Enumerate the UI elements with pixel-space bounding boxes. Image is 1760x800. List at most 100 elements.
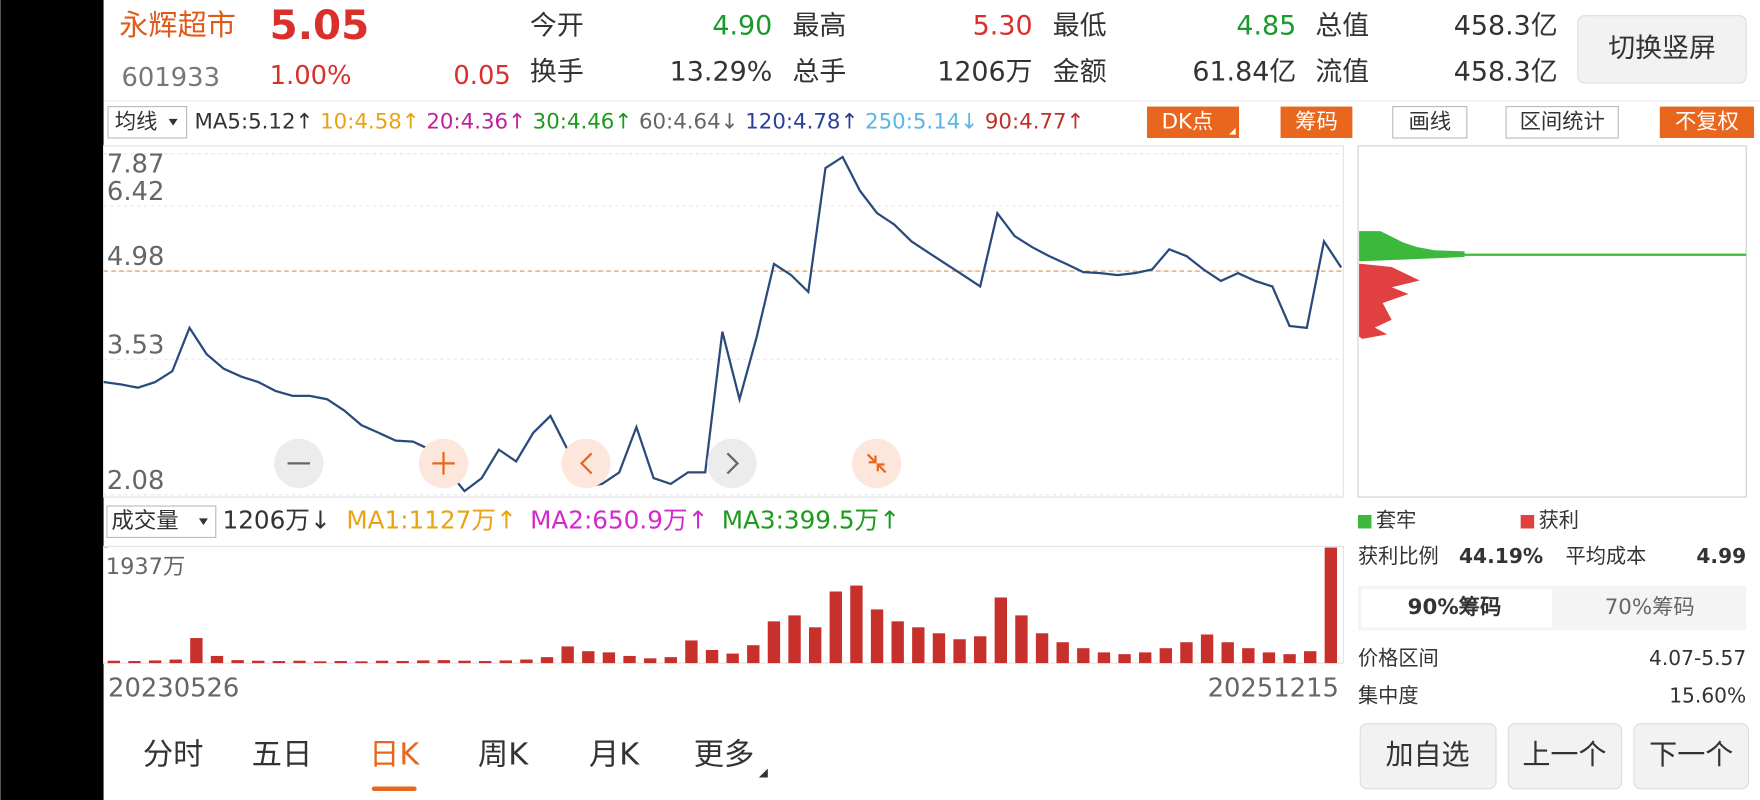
volume-bar [190,638,203,664]
chip-profit [1359,263,1420,339]
change-pct: 1.00% [270,61,352,91]
volume-bar [169,659,182,664]
period-tab[interactable]: 分时 [143,738,204,773]
stat-value: 5.30 [973,10,1033,41]
collapse[interactable] [851,438,902,489]
action-label[interactable]: 加自选 [1385,738,1469,771]
volume-bar [1200,634,1214,664]
volume-bar [1324,547,1338,664]
volume-bar [602,652,616,664]
y-tick-label: 1937万 [106,554,186,580]
price-line [103,155,1343,493]
tab-active[interactable] [1361,589,1553,628]
action-label[interactable]: 下一个 [1649,738,1733,771]
toggle-button[interactable] [1577,15,1747,84]
volume-bar [1056,642,1069,664]
button[interactable] [1659,106,1755,139]
period-tab[interactable]: 月K [589,738,640,773]
button-label[interactable]: 画线 [1408,109,1451,134]
stat-value: 13.29% [670,56,773,87]
volume-bar [1221,642,1234,664]
volume-bar [313,661,327,664]
volume-bar [458,660,471,664]
ma-selector-label[interactable]: 均线 [115,109,158,134]
period-tab[interactable]: 更多 [694,738,755,773]
change: 0.05 [453,61,510,91]
action-button[interactable] [1633,723,1750,790]
indicator: 30:4.46↑ [533,109,633,134]
volume-bar [1304,651,1317,664]
y-tick-label: 4.98 [107,242,164,272]
tab-underline [371,786,417,792]
period-tab[interactable]: 周K [478,738,529,773]
volume-bar [1242,648,1255,664]
volume-bar [850,585,863,664]
volume-bar [870,609,884,664]
volume-bar [582,651,595,664]
volume-bar [705,649,719,664]
dropdown-arrow [168,118,178,126]
volume-bar [540,657,554,664]
button-label[interactable]: 筹码 [1295,109,1338,134]
volume-bar [107,660,121,664]
scroll-right[interactable] [707,438,757,489]
volume-bar [912,627,925,664]
icon [432,452,455,475]
indicator: 120:4.78↑ [745,109,858,134]
volume-bar [726,653,739,664]
volume-bar [148,660,162,664]
volume-bar [623,655,636,664]
volume-bar [355,661,368,664]
icon [726,452,740,475]
y-tick-label: 3.53 [107,330,164,360]
volume-bar [643,658,657,664]
volume-bar [788,615,801,664]
action-button[interactable] [1359,723,1497,790]
volume-bar [1180,642,1193,664]
volume-selector-label[interactable]: 成交量 [111,508,178,534]
volume-bar [499,660,512,664]
stat-label: 最高 [792,10,846,41]
volume-selector[interactable] [106,505,217,539]
volume-bar [293,660,306,664]
volume-bar [231,660,244,664]
volume-bar [1139,652,1152,664]
stat-label: 金额 [1053,56,1107,87]
volume-bar [994,597,1008,664]
button[interactable] [1147,106,1240,139]
volume-ma-row: 1206万↓ MA1:1127万↑ MA2:650.9万↑ MA3:399.5万↑ [222,506,899,535]
y-tick-label: 2.08 [107,466,164,496]
period-tab-active[interactable]: 日K [369,738,420,773]
volume-bar [1118,654,1131,664]
indicator: 250:5.14↓ [865,109,978,134]
tab-label[interactable]: 70%筹码 [1605,595,1695,620]
action-label[interactable]: 上一个 [1522,738,1606,771]
volume-bar [685,640,698,664]
stat-value: 61.84亿 [1192,56,1296,87]
stat-label: 今开 [530,10,584,41]
volume-bar [334,661,347,664]
button[interactable] [1505,106,1619,139]
button[interactable] [1392,106,1468,139]
toggle-label[interactable]: 切换竖屏 [1608,33,1716,64]
stat-label: 总值 [1315,10,1369,41]
info-value: 4.99 [1696,544,1746,568]
chip-panel [1357,145,1747,498]
legend-swatch [1520,515,1535,529]
button[interactable] [1280,106,1353,139]
volume-bar [767,621,781,664]
volume-bar [210,655,224,664]
tab-label[interactable]: 90%筹码 [1408,594,1502,620]
action-button[interactable] [1507,723,1623,790]
volume-bar [272,661,286,664]
button-label[interactable]: DK点 [1162,109,1214,134]
info-label: 集中度 [1358,683,1419,707]
button-label[interactable]: 区间统计 [1520,109,1605,134]
indicator: 60:4.64↓ [639,109,739,134]
scroll-left[interactable] [561,438,611,489]
button-label[interactable]: 不复权 [1675,109,1739,134]
info-label: 平均成本 [1566,544,1647,568]
period-tab[interactable]: 五日 [252,738,313,773]
volume-bar [891,621,904,664]
